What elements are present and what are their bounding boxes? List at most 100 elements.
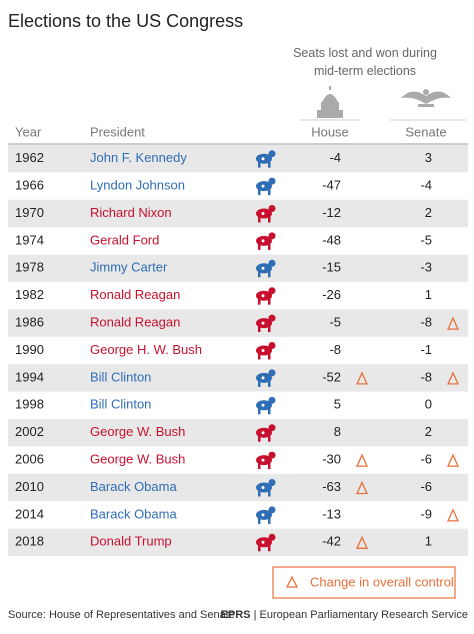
senate-seats: 3 [425, 150, 432, 165]
icon-leg [258, 435, 261, 442]
icon-head [268, 424, 276, 432]
year: 1974 [15, 232, 44, 247]
icon-dot [261, 540, 265, 544]
senate-seats: -8 [420, 369, 432, 384]
president: Ronald Reagan [90, 287, 180, 302]
house-seats: -13 [322, 506, 341, 521]
party-icon [256, 506, 276, 524]
year: 2002 [15, 424, 44, 439]
party-icon [256, 369, 276, 387]
icon-leg [268, 353, 271, 360]
senate-seats: -1 [420, 342, 432, 357]
icon-leg [268, 189, 271, 196]
icon-leg [258, 517, 261, 524]
party-icon [256, 424, 276, 442]
control-change-icon [355, 480, 369, 495]
icon-leg [268, 517, 271, 524]
year: 1986 [15, 315, 44, 330]
senate-seats: -9 [420, 506, 432, 521]
icon-dot [261, 157, 265, 161]
separator: | [251, 609, 260, 621]
party-icon [256, 177, 276, 196]
icon-leg [258, 408, 261, 415]
year: 1998 [15, 397, 44, 412]
icon-dot [261, 486, 265, 489]
senate-seats: 2 [425, 205, 432, 220]
legend-icon [285, 575, 299, 588]
icon-dot [261, 349, 265, 352]
president: Bill Clinton [90, 397, 151, 412]
control-change-icon [446, 508, 460, 522]
control-change-icon [355, 535, 369, 549]
icon-leg [268, 463, 271, 470]
year: 1982 [15, 287, 44, 302]
year: 1978 [15, 260, 44, 275]
control-change-icon [355, 453, 369, 467]
senate-seats: 1 [425, 534, 432, 549]
row-background [8, 419, 468, 447]
party-icon [256, 287, 276, 305]
icon-leg [268, 161, 271, 168]
col-header: President [90, 124, 145, 139]
house-seats: -5 [329, 315, 341, 330]
president: Lyndon Johnson [90, 178, 185, 193]
house-seats: -30 [322, 452, 341, 467]
president: George W. Bush [90, 452, 185, 467]
publisher-name: European Parliamentary Research Service [260, 609, 469, 621]
icon-head [268, 205, 276, 212]
president: Ronald Reagan [90, 315, 180, 330]
party-icon [256, 451, 276, 470]
house-seats: -63 [322, 479, 341, 494]
senate-seats: -6 [420, 452, 432, 467]
year: 2006 [15, 452, 44, 467]
year: 1962 [15, 150, 44, 165]
icon-head [268, 259, 276, 267]
president: Gerald Ford [90, 232, 159, 247]
house-seats: -48 [322, 232, 341, 247]
icon-head [268, 150, 276, 158]
icon-leg [268, 298, 271, 305]
row-background [8, 528, 468, 556]
senate-seats: 2 [425, 424, 432, 439]
title: Elections to the US Congress [8, 11, 243, 31]
house-seats: -15 [322, 260, 341, 275]
icon-dot [261, 184, 265, 188]
house-seats: 5 [334, 397, 341, 412]
table-body: 1962 John F. Kennedy -4 3 1966 Lyndon Johnson… [8, 145, 468, 556]
icon-leg [268, 216, 271, 223]
senate-seats: -6 [420, 479, 432, 494]
col-header: Year [15, 124, 42, 139]
senate-seats: -8 [420, 315, 432, 330]
row-background [8, 254, 468, 282]
icon-dot [261, 294, 265, 298]
year: 1970 [15, 205, 44, 220]
icon-leg [268, 490, 271, 497]
icon-leg [258, 490, 261, 497]
year: 1966 [15, 178, 44, 193]
house-seats: -26 [322, 287, 341, 302]
house-seats: 8 [334, 424, 341, 439]
year: 2010 [15, 479, 44, 494]
legend-label: Change in overall control [310, 574, 454, 589]
party-icon [256, 342, 276, 360]
president: Barack Obama [90, 479, 177, 494]
control-change-icon [355, 371, 369, 385]
party-icon [256, 150, 276, 168]
icon-dot [261, 431, 265, 435]
year: 1990 [15, 342, 44, 357]
icon-dot [261, 376, 265, 380]
party-icon [256, 396, 276, 415]
icon-dot [261, 266, 265, 270]
row-background [8, 473, 468, 502]
president: Richard Nixon [90, 205, 172, 220]
house-seats: -52 [322, 369, 341, 384]
subtitle: Seats lost and won during mid-term elect… [293, 46, 437, 78]
source: Source: House of Representatives and Sen… [8, 609, 238, 621]
president: Barack Obama [90, 506, 177, 521]
icon-leg [258, 298, 261, 305]
senate-seats: 1 [425, 287, 432, 302]
icon-leg [268, 326, 271, 333]
icon-dot [261, 321, 265, 325]
president: John F. Kennedy [90, 150, 187, 165]
